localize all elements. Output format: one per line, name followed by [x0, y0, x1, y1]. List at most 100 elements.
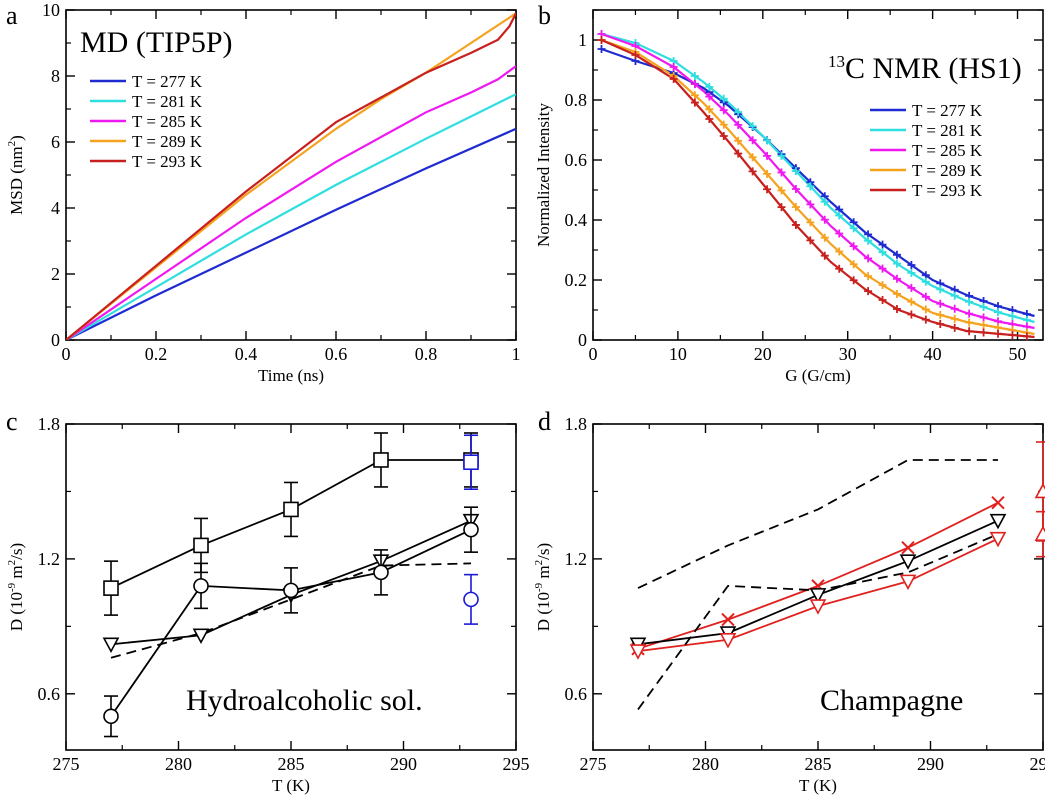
- y-axis: 0.6 1.2 1.8: [565, 414, 1043, 704]
- data-point: [690, 72, 699, 80]
- data-point: [734, 136, 743, 145]
- panel-c: 275 280 285 290 295 0.6 1.2 1.8 T (K) D (10-9 m2/…: [6, 414, 530, 795]
- data-point: [921, 305, 930, 314]
- y-tick-label: 0: [578, 330, 587, 350]
- data-point: [994, 329, 1002, 338]
- x-tick-label: 30: [839, 344, 857, 364]
- legend-label: T = 277 K: [132, 72, 203, 91]
- data-point: [102, 637, 120, 654]
- series-line: [66, 127, 516, 340]
- data-point: [936, 320, 945, 329]
- data-point: [283, 501, 299, 518]
- data-point: [921, 292, 930, 301]
- y-tick-label: 4: [51, 198, 60, 218]
- legend-label: T = 293 K: [132, 152, 203, 171]
- data-point: [777, 186, 786, 195]
- x-axis: 275 280 285 290 295: [580, 424, 1045, 774]
- panel-b: 0 10 20 30 40 50 0 0.2 0.4 0.6 0.8 1 G (G/cm) Normali…: [534, 9, 1044, 385]
- data-point: [864, 236, 873, 245]
- data-point: [907, 310, 916, 319]
- x-tick-label: 280: [692, 754, 719, 774]
- data-point: [950, 304, 959, 313]
- data-point: [994, 308, 1002, 317]
- data-point: [193, 537, 209, 554]
- y-axis-label: Normalized Intensity: [534, 103, 553, 247]
- data-point: [669, 63, 678, 71]
- x-tick-label: 0: [589, 344, 598, 364]
- legend-label: T = 281 K: [912, 121, 983, 140]
- data-point: [705, 92, 714, 101]
- data-point: [763, 185, 772, 194]
- data-point: [809, 599, 827, 615]
- data-point: [965, 327, 974, 336]
- chart-title: Hydroalcoholic sol.: [186, 684, 423, 717]
- data-point: [878, 248, 887, 257]
- panel-label-b: b: [538, 1, 551, 30]
- data-point: [806, 218, 815, 227]
- data-point: [878, 281, 887, 290]
- data-point: [791, 203, 800, 212]
- data-point: [283, 582, 299, 599]
- data-point: [1022, 332, 1031, 341]
- y-tick-label: 1.8: [38, 414, 61, 434]
- x-axis-label: G (G/cm): [785, 366, 851, 385]
- data-point: [463, 521, 479, 538]
- series-line: [66, 12, 516, 340]
- data-point: [763, 169, 772, 178]
- data-point: [835, 264, 844, 273]
- x-tick-label: 40: [924, 344, 942, 364]
- legend-label: T = 285 K: [912, 141, 983, 160]
- data-point: [820, 233, 829, 242]
- x-axis: 0 10 20 30 40 50: [589, 10, 1027, 364]
- data-point: [103, 708, 119, 725]
- data-point: [734, 149, 743, 158]
- data-point: [979, 303, 988, 311]
- data-point: [892, 259, 901, 268]
- data-point: [936, 299, 945, 308]
- series-line: [637, 459, 998, 589]
- y-tick-label: 1.2: [38, 549, 61, 569]
- data-point: [907, 261, 916, 269]
- data-point: [979, 313, 988, 322]
- y-axis-label: D (10-9 m2/s): [533, 543, 553, 631]
- data-point: [965, 318, 974, 327]
- data-point: [791, 185, 800, 194]
- legend-label: T = 289 K: [912, 161, 983, 180]
- x-tick-label: 275: [53, 754, 80, 774]
- data-point: [864, 254, 873, 263]
- data-point: [950, 291, 959, 300]
- panel-label-a: a: [6, 1, 18, 30]
- x-tick-label: 0.6: [325, 344, 348, 364]
- data-point: [921, 277, 930, 286]
- y-tick-label: 0.6: [565, 684, 588, 704]
- data-point: [864, 287, 873, 296]
- series-line: [601, 32, 1035, 324]
- x-axis: 275 280 285 290 295: [53, 424, 530, 774]
- x-tick-label: 10: [669, 344, 687, 364]
- x-tick-label: 20: [754, 344, 772, 364]
- data-point: [878, 264, 887, 273]
- y-tick-label: 2: [51, 264, 60, 284]
- data-point: [719, 132, 728, 140]
- series-line: [66, 93, 516, 340]
- data-point: [965, 309, 974, 318]
- y-axis: 0 2 4 6 8 10: [42, 0, 516, 350]
- data-point: [629, 644, 647, 660]
- x-tick-label: 290: [390, 754, 417, 774]
- data-point: [878, 240, 887, 249]
- panel-d: 275 280 285 290 295 0.6 1.2 1.8 T (K) D (10-9 m2/…: [533, 414, 1045, 795]
- data-point: [597, 36, 606, 44]
- data-point: [748, 136, 757, 145]
- data-point: [835, 229, 844, 238]
- x-axis-label: Time (ns): [258, 366, 324, 385]
- chart-title: Champagne: [820, 684, 963, 717]
- plot-frame: [65, 9, 517, 341]
- data-point: [463, 591, 479, 608]
- series-line: [66, 65, 516, 340]
- data-point: [763, 136, 772, 145]
- legend-label: T = 285 K: [132, 112, 203, 131]
- data-point: [849, 242, 858, 251]
- y-tick-label: 0.6: [38, 684, 61, 704]
- y-tick-label: 1.8: [565, 414, 588, 434]
